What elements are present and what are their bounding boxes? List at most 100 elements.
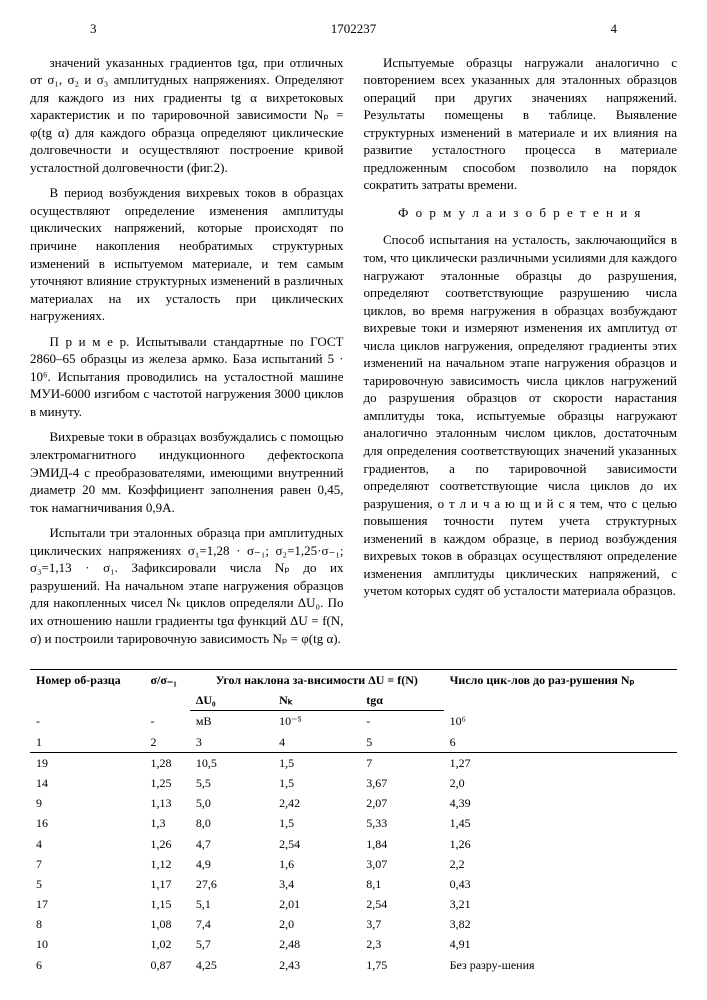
table-cell: 2,54	[273, 834, 360, 854]
table-cell: 2,43	[273, 955, 360, 975]
table-cell: 1,26	[144, 834, 189, 854]
table-cell: 2,0	[273, 914, 360, 934]
table-cell: 1,13	[144, 793, 189, 813]
table-cell: 19	[30, 752, 144, 773]
table-cell: 16	[30, 813, 144, 833]
table-cell: 1,5	[273, 813, 360, 833]
para-l2: В период возбуждения вихревых токов в об…	[30, 184, 344, 324]
units-row: - - мВ 10⁻⁵ - 10⁶	[30, 711, 677, 732]
table-row: 41,264,72,541,841,26	[30, 834, 677, 854]
table-cell: 10	[30, 934, 144, 954]
table-cell: 3,67	[360, 773, 443, 793]
table-cell: 1,12	[144, 854, 189, 874]
table-cell: 5,33	[360, 813, 443, 833]
table-cell: 6	[30, 955, 144, 975]
table-cell: 8,1	[360, 874, 443, 894]
table-cell: 1,75	[360, 955, 443, 975]
para-l3: П р и м е р. Испытывали стандартные по Г…	[30, 333, 344, 421]
table-cell: 5,1	[190, 894, 273, 914]
text-columns: значений указанных градиентов tgα, при о…	[30, 54, 677, 656]
table-cell: 1,6	[273, 854, 360, 874]
table-cell: 1,5	[273, 773, 360, 793]
table-row: 141,255,51,53,672,0	[30, 773, 677, 793]
table-cell: 8	[30, 914, 144, 934]
th-angle: Угол наклона за-висимости ΔU = f(N)	[190, 670, 444, 691]
results-table: Номер об-разца σ/σ₋₁ Угол наклона за-вис…	[30, 669, 677, 975]
table-cell: 2,07	[360, 793, 443, 813]
table-cell: 5,5	[190, 773, 273, 793]
table-cell: 0,87	[144, 955, 189, 975]
table-cell: 1,27	[444, 752, 677, 773]
table-cell: 1,84	[360, 834, 443, 854]
table-cell: 1,26	[444, 834, 677, 854]
table-row: 191,2810,51,571,27	[30, 752, 677, 773]
table-cell: 3,82	[444, 914, 677, 934]
table-body: - - мВ 10⁻⁵ - 10⁶ 1 2 3 4 5 6 191,2810,5…	[30, 711, 677, 975]
table-cell: 1,08	[144, 914, 189, 934]
table-cell: Без разру-шения	[444, 955, 677, 975]
th-sample: Номер об-разца	[30, 670, 144, 711]
table-cell: 3,07	[360, 854, 443, 874]
table-cell: 10,5	[190, 752, 273, 773]
table-cell: 27,6	[190, 874, 273, 894]
table-cell: 8,0	[190, 813, 273, 833]
table-cell: 0,43	[444, 874, 677, 894]
table-cell: 1,25	[144, 773, 189, 793]
table-cell: 3,7	[360, 914, 443, 934]
table-cell: 14	[30, 773, 144, 793]
para-l1: значений указанных градиентов tgα, при о…	[30, 54, 344, 177]
th-nk: Nₖ	[273, 690, 360, 711]
table-cell: 4,91	[444, 934, 677, 954]
table-row: 51,1727,63,48,10,43	[30, 874, 677, 894]
th-cycles: Число цик-лов до раз-рушения Nₚ	[444, 670, 677, 711]
table-cell: 4	[30, 834, 144, 854]
table-cell: 5,0	[190, 793, 273, 813]
table-row: 91,135,02,422,074,39	[30, 793, 677, 813]
table-row: 161,38,01,55,331,45	[30, 813, 677, 833]
table-cell: 2,01	[273, 894, 360, 914]
formula-title: Ф о р м у л а и з о б р е т е н и я	[364, 204, 678, 222]
table-row: 171,155,12,012,543,21	[30, 894, 677, 914]
left-column: значений указанных градиентов tgα, при о…	[30, 54, 344, 656]
table-row: 101,025,72,482,34,91	[30, 934, 677, 954]
table-cell: 1,45	[444, 813, 677, 833]
th-tga: tgα	[360, 690, 443, 711]
table-row: 81,087,42,03,73,82	[30, 914, 677, 934]
para-r2: Способ испытания на усталость, заключающ…	[364, 231, 678, 599]
table-cell: 4,9	[190, 854, 273, 874]
table-cell: 1,5	[273, 752, 360, 773]
para-l5: Испытали три эталонных образца при ампли…	[30, 524, 344, 647]
table-cell: 2,0	[444, 773, 677, 793]
table-cell: 4,39	[444, 793, 677, 813]
table-cell: 7	[30, 854, 144, 874]
table-cell: 7,4	[190, 914, 273, 934]
table-cell: 2,2	[444, 854, 677, 874]
table-cell: 1,17	[144, 874, 189, 894]
th-sigma: σ/σ₋₁	[144, 670, 189, 711]
table-cell: 2,3	[360, 934, 443, 954]
table-row: 71,124,91,63,072,2	[30, 854, 677, 874]
para-l4: Вихревые токи в образцах возбуждались с …	[30, 428, 344, 516]
table-cell: 1,02	[144, 934, 189, 954]
table-cell: 4,7	[190, 834, 273, 854]
para-r1: Испытуемые образцы нагружали аналогично …	[364, 54, 678, 194]
table-cell: 1,28	[144, 752, 189, 773]
right-column: Испытуемые образцы нагружали аналогично …	[364, 54, 678, 656]
table-row: 60,874,252,431,75Без разру-шения	[30, 955, 677, 975]
table-cell: 5	[30, 874, 144, 894]
table-cell: 7	[360, 752, 443, 773]
table-cell: 9	[30, 793, 144, 813]
table-cell: 2,54	[360, 894, 443, 914]
page-header: 3 1702237 4	[30, 20, 677, 38]
cols-row: 1 2 3 4 5 6	[30, 732, 677, 753]
table-cell: 3,21	[444, 894, 677, 914]
table-cell: 1,3	[144, 813, 189, 833]
page-center: 1702237	[331, 20, 377, 38]
th-du0: ΔU₀	[190, 690, 273, 711]
table-cell: 3,4	[273, 874, 360, 894]
table-cell: 2,48	[273, 934, 360, 954]
table-cell: 5,7	[190, 934, 273, 954]
table-cell: 17	[30, 894, 144, 914]
page-right: 4	[611, 20, 618, 38]
table-cell: 1,15	[144, 894, 189, 914]
